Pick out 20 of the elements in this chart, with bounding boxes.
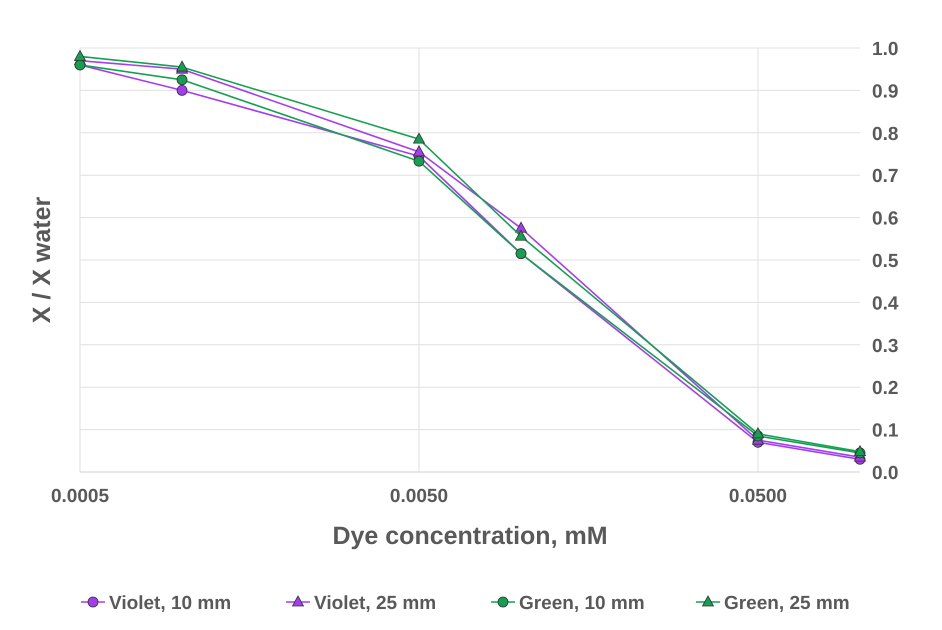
legend-label: Green, 25 mm bbox=[724, 593, 850, 614]
y-tick-label: 0.9 bbox=[872, 81, 898, 102]
y-tick-label: 0.1 bbox=[872, 420, 899, 442]
legend-label: Green, 10 mm bbox=[519, 593, 645, 614]
y-tick-label: 0.0 bbox=[872, 463, 898, 484]
y-tick-label: 0.2 bbox=[872, 378, 898, 400]
x-tick-label: 0.0005 bbox=[50, 486, 110, 507]
y-tick-label: 0.6 bbox=[872, 208, 898, 230]
legend-label: Violet, 25 mm bbox=[314, 593, 436, 614]
x-axis-title: Dye concentration, mM bbox=[332, 522, 608, 550]
y-tick-label: 0.3 bbox=[872, 336, 898, 357]
y-tick-label: 0.8 bbox=[872, 124, 898, 145]
y-tick-label: 0.4 bbox=[872, 293, 899, 314]
y-tick-label: 0.5 bbox=[872, 251, 899, 272]
y-axis-title: X / X water bbox=[28, 196, 56, 324]
x-tick-label: 0.0050 bbox=[390, 486, 448, 507]
y-tick-label: 1.0 bbox=[872, 39, 898, 60]
legend-label: Violet, 10 mm bbox=[109, 593, 232, 614]
y-tick-label: 0.7 bbox=[872, 166, 898, 188]
x-tick-label: 0.0500 bbox=[728, 486, 788, 507]
